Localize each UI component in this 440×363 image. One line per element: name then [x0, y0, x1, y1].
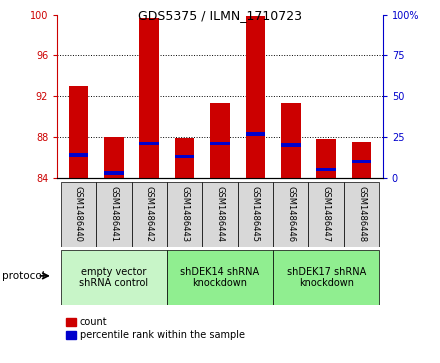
Bar	[210, 103, 230, 178]
Bar	[61, 182, 96, 247]
Bar	[61, 250, 167, 305]
Bar	[246, 132, 265, 135]
Bar	[175, 138, 194, 178]
Bar	[344, 182, 379, 247]
Bar	[175, 155, 194, 158]
Text: GSM1486443: GSM1486443	[180, 186, 189, 242]
Text: empty vector
shRNA control: empty vector shRNA control	[79, 267, 148, 289]
Text: GSM1486445: GSM1486445	[251, 186, 260, 242]
Bar	[246, 16, 265, 178]
Text: shDEK17 shRNA
knockdown: shDEK17 shRNA knockdown	[286, 267, 366, 289]
Bar	[96, 182, 132, 247]
Bar	[69, 153, 88, 157]
Text: GSM1486442: GSM1486442	[145, 186, 154, 242]
Text: GDS5375 / ILMN_1710723: GDS5375 / ILMN_1710723	[138, 9, 302, 22]
Bar	[273, 250, 379, 305]
Text: shDEK14 shRNA
knockdown: shDEK14 shRNA knockdown	[180, 267, 260, 289]
Text: GSM1486446: GSM1486446	[286, 186, 295, 242]
Bar	[281, 143, 301, 147]
Text: GSM1486441: GSM1486441	[109, 186, 118, 242]
Bar	[352, 142, 371, 178]
Legend: count, percentile rank within the sample: count, percentile rank within the sample	[62, 313, 249, 344]
Bar	[167, 182, 202, 247]
Bar	[316, 168, 336, 171]
Bar	[308, 182, 344, 247]
Bar	[238, 182, 273, 247]
Text: GSM1486447: GSM1486447	[322, 186, 331, 242]
Bar	[139, 17, 159, 178]
Bar	[167, 250, 273, 305]
Bar	[210, 142, 230, 145]
Bar	[273, 182, 308, 247]
Text: GSM1486444: GSM1486444	[216, 186, 224, 242]
Bar	[104, 171, 124, 175]
Text: GSM1486448: GSM1486448	[357, 186, 366, 242]
Bar	[202, 182, 238, 247]
Text: protocol: protocol	[2, 271, 45, 281]
Bar	[316, 139, 336, 178]
Bar	[281, 103, 301, 178]
Bar	[352, 160, 371, 163]
Bar	[69, 86, 88, 178]
Text: GSM1486440: GSM1486440	[74, 186, 83, 242]
Bar	[139, 142, 159, 145]
Bar	[132, 182, 167, 247]
Bar	[104, 137, 124, 178]
